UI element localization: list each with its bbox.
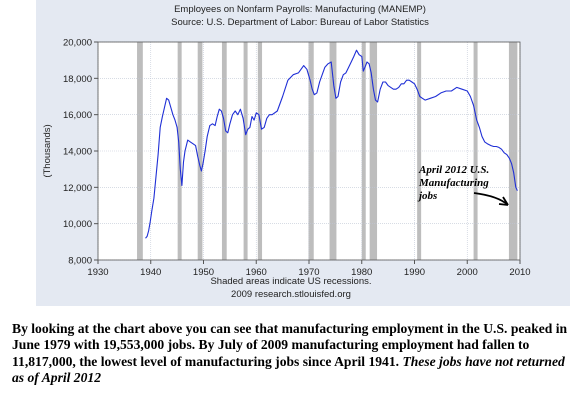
y-tick-label-4: 16,000 [63,110,92,121]
recession-band-10 [369,42,378,260]
recession-band-6 [257,42,263,260]
annotation-line-1: April 2012 U.S. [418,164,489,176]
x-tick-label-6: 1990 [404,267,425,278]
recession-note: Shaded areas indicate US recessions. [210,276,371,287]
annotation-arrowhead-icon [498,196,509,206]
annotation: April 2012 U.S. Manufacturing jobs [417,164,509,206]
caption-text: By looking at the chart above you can se… [12,321,568,369]
y-axis-label: (Thousands) [42,124,53,177]
y-axis-ticks: 8,000 10,000 12,000 14,000 16,000 18,000 20,00… [63,38,98,267]
x-tick-label-1: 1940 [140,267,161,278]
y-tick-label-3: 14,000 [63,147,92,158]
caption-paragraph: By looking at the chart above you can se… [12,321,568,387]
caption-emphasis: These jobs have not returned as of April… [12,353,565,386]
chart-title: Employees on Nonfarm Payrolls: Manufactu… [174,4,426,15]
x-tick-label-3: 1960 [246,267,267,278]
y-tick-label-1: 10,000 [63,219,92,230]
recession-band-13 [508,42,518,260]
series-line-manufacturing-employment [145,49,518,239]
recession-band-7 [308,42,314,260]
x-tick-label-5: 1980 [351,267,372,278]
recession-band-1 [137,42,143,260]
x-tick-label-8: 2010 [509,267,530,278]
x-tick-label-7: 2000 [457,267,478,278]
chart-panel: Employees on Nonfarm Payrolls: Manufactu… [36,0,570,306]
source-note: 2009 research.stlouisfed.org [231,289,351,300]
x-tick-label-2: 1950 [193,267,214,278]
y-tick-label-6: 20,000 [63,38,92,49]
y-tick-label-0: 8,000 [68,256,92,267]
recession-band-5 [243,42,248,260]
y-tick-label-2: 12,000 [63,183,92,194]
recession-band-11 [417,42,422,260]
y-tick-label-5: 18,000 [63,74,92,85]
line-chart: Employees on Nonfarm Payrolls: Manufactu… [42,4,531,300]
x-tick-label-4: 1970 [298,267,319,278]
recession-band-8 [329,42,337,260]
chart-subtitle: Source: U.S. Department of Labor: Bureau… [171,17,429,28]
annotation-line-2: Manufacturing [418,177,489,189]
chart-title-group: Employees on Nonfarm Payrolls: Manufactu… [171,4,429,28]
x-tick-label-0: 1930 [87,267,108,278]
x-axis-ticks: 1930 1940 1950 1960 1970 1980 1990 2000 2010 [87,260,531,278]
annotation-line-3: jobs [417,190,437,202]
recession-band-9 [361,42,366,260]
chart-notes: Shaded areas indicate US recessions. 200… [210,276,371,300]
recession-band-12 [473,42,478,260]
